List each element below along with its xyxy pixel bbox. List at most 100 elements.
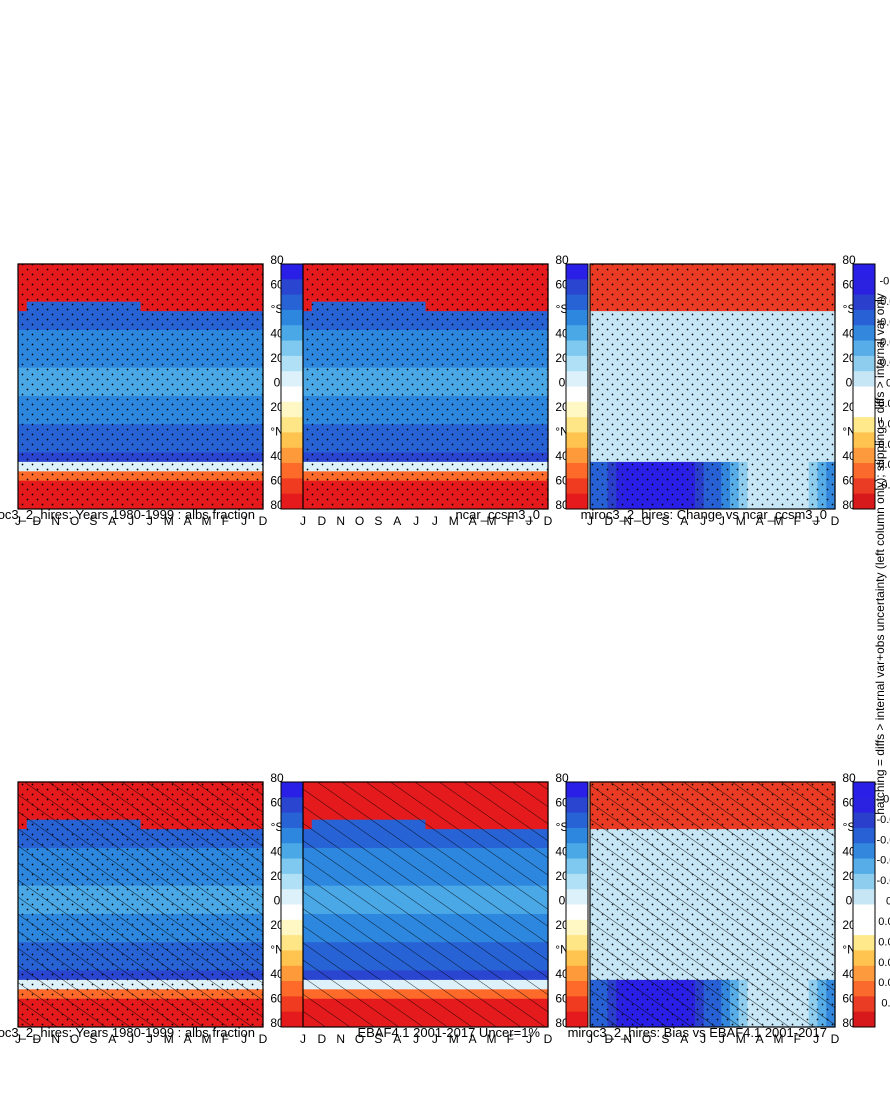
lat-tick-label: °N (555, 425, 568, 439)
month-tick-label: A (108, 1032, 116, 1046)
colorbar-swatch (281, 493, 303, 509)
colorbar-swatch (853, 919, 875, 936)
colorbar-swatch (281, 431, 303, 448)
month-tick-label: A (469, 1032, 477, 1046)
colorbar-swatch (281, 796, 303, 813)
colorbar-tick-label: -0.04 (876, 337, 890, 349)
colorbar-swatch (853, 493, 875, 509)
colorbar-swatch (566, 1011, 588, 1027)
month-tick-label: O (355, 1032, 364, 1046)
month-tick-label: N (623, 1032, 632, 1046)
colorbar-swatch (853, 995, 875, 1012)
colorbar-swatch (853, 294, 875, 310)
month-tick-label: N (51, 1032, 60, 1046)
month-tick-label: D (831, 514, 840, 528)
month-tick-label: D (605, 514, 614, 528)
colorbar: 0.10.080.060.040.020-0.02-0.04-0.06-0.08… (852, 781, 890, 1028)
colorbar-swatch (853, 965, 875, 982)
lat-tick-label: °N (270, 425, 283, 439)
colorbar-frame (852, 263, 876, 510)
month-tick-label: O (642, 514, 651, 528)
month-tick-label: N (336, 1032, 345, 1046)
month-tick-label: J (587, 1032, 593, 1046)
month-tick-label: A (469, 514, 477, 528)
colorbar-swatch (566, 309, 588, 326)
colorbar-swatch (281, 324, 303, 341)
colorbar-swatch (566, 416, 588, 433)
colorbar-swatch (566, 431, 588, 448)
colorbar-swatch (566, 340, 588, 356)
colorbar-swatch (853, 888, 875, 905)
colorbar-swatch (853, 324, 875, 341)
month-tick-label: M (773, 514, 783, 528)
month-tick-label: S (374, 514, 382, 528)
colorbar-swatch (281, 934, 303, 951)
colorbar-swatch (853, 934, 875, 951)
month-tick-label: A (108, 514, 116, 528)
month-tick-label: J (700, 1032, 706, 1046)
month-tick-label: J (241, 1032, 247, 1046)
colorbar-tick-label: -0.1 (880, 275, 890, 287)
colorbar-swatch (566, 980, 588, 997)
month-tick-label: A (680, 514, 688, 528)
month-tick-label: F (222, 1032, 229, 1046)
month-tick-label: F (794, 1032, 801, 1046)
month-tick-label: O (70, 1032, 79, 1046)
colorbar-swatch (566, 477, 588, 494)
colorbar-swatch (853, 431, 875, 448)
month-tick-label: J (813, 1032, 819, 1046)
month-tick-label: J (128, 514, 134, 528)
colorbar-swatch (853, 827, 875, 844)
colorbar-swatch (853, 949, 875, 966)
colorbar-swatch (281, 447, 303, 464)
month-tick-label: J (813, 514, 819, 528)
colorbar-swatch (281, 995, 303, 1012)
colorbar-swatch (853, 462, 875, 479)
colorbar-frame (565, 263, 589, 510)
colorbar-tick-label: -0.1 (880, 793, 890, 805)
month-tick-label: D (259, 514, 268, 528)
colorbar-tick-label: -0.02 (876, 875, 890, 887)
colorbar-swatch (853, 340, 875, 356)
colorbar-tick-label: 0 (886, 378, 890, 390)
colorbar-swatch (853, 980, 875, 997)
month-tick-label: D (259, 1032, 268, 1046)
colorbar-swatch (281, 965, 303, 982)
colorbar-swatch (566, 401, 588, 418)
lat-tick-label: 0 (274, 894, 281, 908)
month-tick-label: S (89, 514, 97, 528)
colorbar-swatch (853, 812, 875, 828)
heatmap-panel: miroc3_2_hires: Years 1980-1999 : albs f… (0, 253, 328, 528)
lat-tick-label: 0 (559, 894, 566, 908)
month-tick-label: A (393, 514, 401, 528)
month-tick-label: M (736, 514, 746, 528)
stippling-overlay (303, 264, 548, 509)
month-tick-label: J (432, 514, 438, 528)
colorbar-swatch (853, 842, 875, 859)
colorbar-swatch (281, 386, 303, 402)
month-tick-label: J (413, 1032, 419, 1046)
colorbar-tick-label: 0.04 (878, 418, 890, 430)
panel-title: miroc3_2_hires: Years 1980-1999 : albs f… (0, 507, 255, 522)
month-tick-label: D (831, 1032, 840, 1046)
month-tick-label: M (449, 514, 459, 528)
month-tick-label: J (300, 514, 306, 528)
colorbar-swatch (281, 340, 303, 356)
month-tick-label: D (544, 514, 553, 528)
month-tick-label: D (318, 514, 327, 528)
plot-frame (302, 263, 549, 510)
panel-title: EBAF4.1 2001-2017 Uncer=1% (358, 1025, 541, 1040)
month-tick-label: A (756, 1032, 764, 1046)
month-tick-label: D (33, 1032, 42, 1046)
colorbar-swatch (566, 278, 588, 295)
month-tick-label: M (486, 1032, 496, 1046)
month-tick-label: A (393, 1032, 401, 1046)
panel-title: miroc3_2_hires: Bias vs EBAF4.1 2001-201… (568, 1025, 827, 1040)
colorbar-swatch (566, 904, 588, 920)
lat-tick-label: °S (843, 820, 856, 834)
lat-tick-label: 0 (846, 894, 853, 908)
colorbar-tick-label: 0.08 (878, 459, 890, 471)
plot-frame (17, 781, 264, 1028)
month-tick-label: N (51, 514, 60, 528)
